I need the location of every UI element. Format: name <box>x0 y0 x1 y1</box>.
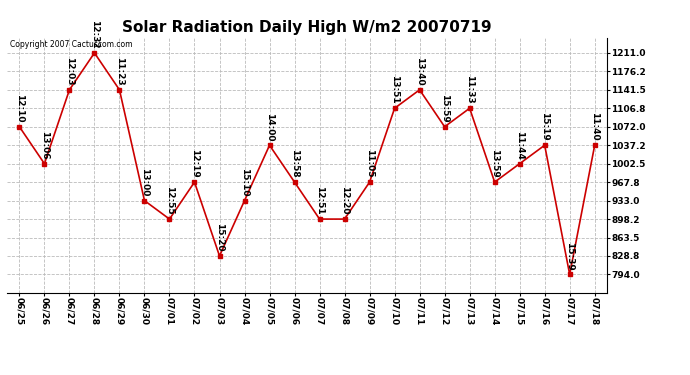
Text: 14:00: 14:00 <box>265 112 274 141</box>
Text: 13:00: 13:00 <box>140 168 149 196</box>
Text: Copyright 2007 Cactuscom.com: Copyright 2007 Cactuscom.com <box>10 40 132 49</box>
Text: 11:40: 11:40 <box>590 112 599 141</box>
Text: 13:58: 13:58 <box>290 149 299 178</box>
Text: 11:05: 11:05 <box>365 150 374 178</box>
Text: 13:40: 13:40 <box>415 57 424 86</box>
Text: 12:20: 12:20 <box>340 186 349 215</box>
Text: 12:55: 12:55 <box>165 186 174 215</box>
Text: 12:51: 12:51 <box>315 186 324 215</box>
Text: 11:23: 11:23 <box>115 57 124 86</box>
Text: 12:10: 12:10 <box>15 94 24 123</box>
Text: 13:06: 13:06 <box>40 131 49 159</box>
Text: 15:20: 15:20 <box>215 223 224 252</box>
Text: 12:03: 12:03 <box>65 57 74 86</box>
Text: 12:32: 12:32 <box>90 20 99 49</box>
Text: 11:44: 11:44 <box>515 130 524 159</box>
Text: 15:10: 15:10 <box>240 168 249 196</box>
Text: 15:59: 15:59 <box>440 94 449 123</box>
Text: 15:39: 15:39 <box>565 242 574 270</box>
Title: Solar Radiation Daily High W/m2 20070719: Solar Radiation Daily High W/m2 20070719 <box>122 20 492 35</box>
Text: 11:33: 11:33 <box>465 75 474 104</box>
Text: 15:19: 15:19 <box>540 112 549 141</box>
Text: 12:19: 12:19 <box>190 149 199 178</box>
Text: 13:51: 13:51 <box>390 75 399 104</box>
Text: 13:59: 13:59 <box>490 149 499 178</box>
